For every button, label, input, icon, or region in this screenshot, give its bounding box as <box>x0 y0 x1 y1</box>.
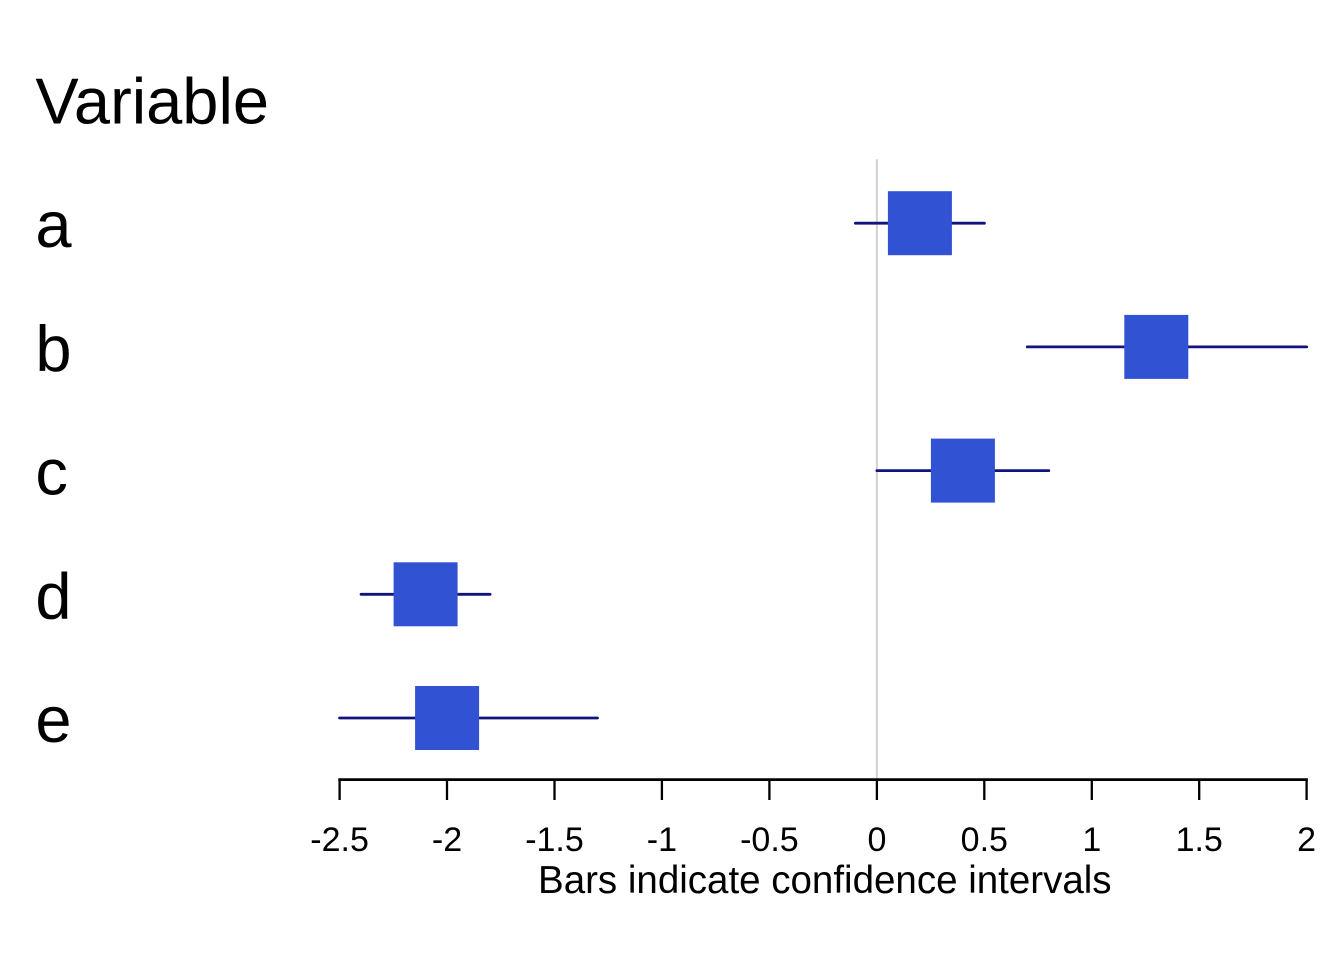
svg-text:-1.5: -1.5 <box>525 821 584 859</box>
svg-text:-2.5: -2.5 <box>310 821 369 859</box>
svg-text:b: b <box>35 312 71 385</box>
svg-text:Bars indicate confidence inter: Bars indicate confidence intervals <box>538 859 1112 902</box>
svg-text:0: 0 <box>867 821 886 859</box>
svg-text:d: d <box>35 559 71 632</box>
svg-text:Variable: Variable <box>35 64 269 137</box>
svg-text:-1: -1 <box>647 821 677 859</box>
svg-text:-0.5: -0.5 <box>740 821 799 859</box>
svg-text:1.5: 1.5 <box>1176 821 1223 859</box>
svg-text:c: c <box>35 436 68 509</box>
svg-text:2: 2 <box>1297 821 1316 859</box>
svg-text:-2: -2 <box>432 821 462 859</box>
svg-text:0.5: 0.5 <box>961 821 1008 859</box>
svg-text:1: 1 <box>1082 821 1101 859</box>
svg-text:e: e <box>35 683 71 756</box>
svg-text:a: a <box>35 188 72 261</box>
